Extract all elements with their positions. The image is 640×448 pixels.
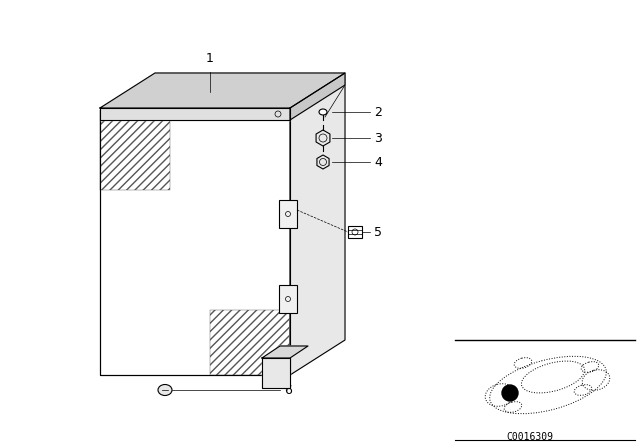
Bar [100,110,170,190]
Text: 2: 2 [374,105,382,119]
Circle shape [502,385,518,401]
Polygon shape [290,73,345,120]
Bar [279,200,297,228]
Ellipse shape [319,109,327,115]
Bar [348,226,362,238]
Bar [100,110,290,375]
Ellipse shape [158,384,172,396]
Text: 5: 5 [374,225,382,238]
Text: 1: 1 [206,52,214,65]
Text: 4: 4 [374,155,382,168]
Polygon shape [262,346,308,358]
Text: C0016309: C0016309 [506,432,554,442]
Bar [279,285,297,313]
Text: 3: 3 [374,132,382,145]
Polygon shape [100,73,345,108]
Bar [210,310,290,375]
Polygon shape [100,108,290,120]
Polygon shape [290,75,345,375]
Polygon shape [262,358,290,388]
Text: 6: 6 [284,383,292,396]
